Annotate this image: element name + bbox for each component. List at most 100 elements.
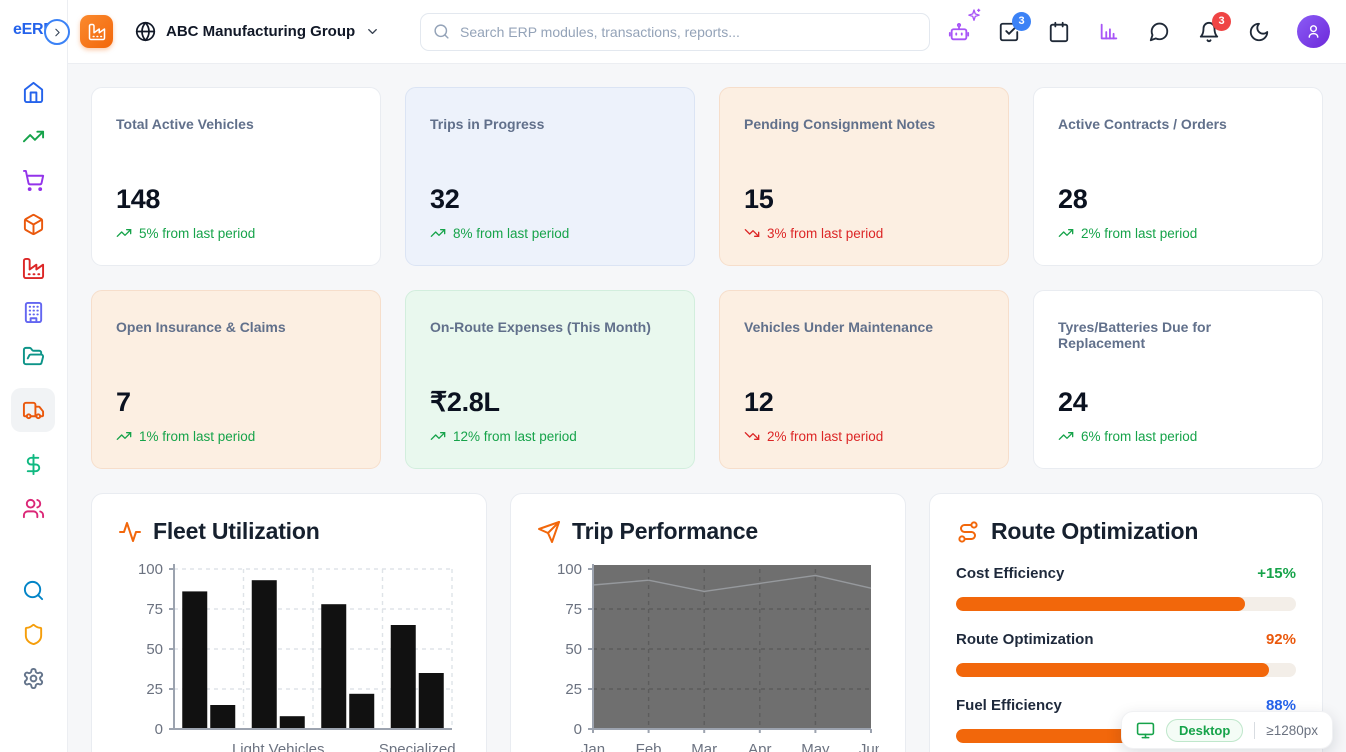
- svg-text:Jan: Jan: [581, 741, 605, 752]
- users-icon: [22, 498, 44, 518]
- route-optimization-card: Route Optimization Cost Efficiency +15% R…: [929, 493, 1323, 752]
- home-icon: [23, 81, 43, 103]
- stat-value: 12: [744, 387, 774, 417]
- shield-icon: [24, 623, 42, 645]
- stat-card-vehicles-under-maintenance[interactable]: Vehicles Under Maintenance 12 2% from la…: [719, 290, 1009, 469]
- device-label: Desktop: [1166, 718, 1244, 742]
- truck-icon: [22, 401, 44, 419]
- trip-performance-chart[interactable]: 0 25 50 75 100 Jan Feb Mar Apr May Jun: [537, 559, 883, 752]
- svg-text:May: May: [801, 741, 830, 752]
- search-icon: [434, 24, 449, 39]
- search-bar: [420, 12, 930, 51]
- sidebar-item-hr[interactable]: [11, 496, 55, 520]
- analytics-button[interactable]: [1097, 20, 1121, 44]
- stat-label: Total Active Vehicles: [116, 116, 254, 132]
- stats-grid: Total Active Vehicles 148 5% from last p…: [91, 87, 1323, 469]
- sidebar: eERP: [0, 0, 68, 752]
- building-icon: [24, 301, 42, 323]
- org-switcher[interactable]: ABC Manufacturing Group: [135, 21, 380, 42]
- metric-row-cost-efficiency: Cost Efficiency +15%: [956, 562, 1296, 611]
- sparkles-icon: [968, 8, 981, 21]
- search-icon: [23, 580, 43, 600]
- metric-label: Cost Efficiency: [956, 564, 1065, 582]
- viewport-breakpoint-badge: Desktop ≥1280px: [1121, 711, 1333, 749]
- monitor-icon: [1136, 722, 1155, 738]
- svg-text:0: 0: [574, 721, 582, 738]
- sidebar-item-search[interactable]: [11, 578, 55, 602]
- stat-card-on-route-expenses[interactable]: On-Route Expenses (This Month) ₹2.8L 12%…: [405, 290, 695, 469]
- theme-toggle-button[interactable]: [1247, 20, 1271, 44]
- calendar-button[interactable]: [1047, 20, 1071, 44]
- tasks-button[interactable]: 3: [997, 11, 1031, 44]
- svg-text:50: 50: [565, 641, 582, 658]
- sidebar-item-projects[interactable]: [11, 344, 55, 368]
- trend-icon: [1058, 428, 1074, 444]
- svg-text:Jun: Jun: [859, 741, 879, 752]
- stat-card-pending-consignment-notes[interactable]: Pending Consignment Notes 15 3% from las…: [719, 87, 1009, 266]
- charts-grid: Fleet Utilization 0 25 50 75 100 Light Vehicl…: [91, 493, 1323, 752]
- trend-icon: [430, 428, 446, 444]
- stat-card-active-contracts-orders[interactable]: Active Contracts / Orders 28 2% from las…: [1033, 87, 1323, 266]
- robot-icon: [948, 22, 970, 40]
- sidebar-item-manufacturing[interactable]: [11, 256, 55, 280]
- trend-icon: [744, 428, 760, 444]
- svg-text:75: 75: [565, 601, 582, 618]
- sidebar-item-security[interactable]: [11, 622, 55, 646]
- metric-value: 92%: [1265, 630, 1296, 648]
- trend-icon: [744, 225, 760, 241]
- ai-assistant-button[interactable]: [947, 8, 981, 44]
- svg-text:75: 75: [146, 601, 163, 618]
- stat-delta: 8% from last period: [430, 225, 569, 241]
- trend-icon: [116, 428, 132, 444]
- trending-up-icon: [22, 130, 44, 142]
- svg-text:Mar: Mar: [691, 741, 717, 752]
- gear-icon: [23, 667, 43, 689]
- progress-fill: [956, 597, 1245, 611]
- stat-card-tyres-batteries-due[interactable]: Tyres/Batteries Due for Replacement 24 6…: [1033, 290, 1323, 469]
- factory-logo-icon: [88, 23, 105, 40]
- topbar: ABC Manufacturing Group 3 3: [68, 0, 1346, 64]
- app-icon[interactable]: [80, 15, 113, 48]
- stat-value: 32: [430, 184, 460, 214]
- fleet-utilization-chart[interactable]: 0 25 50 75 100 Light Vehicles Specialized: [118, 559, 460, 752]
- factory-icon: [22, 257, 44, 279]
- svg-text:25: 25: [146, 681, 163, 698]
- stat-value: 15: [744, 184, 774, 214]
- route-optimization-title: Route Optimization: [956, 518, 1296, 545]
- stat-label: Trips in Progress: [430, 116, 545, 132]
- sidebar-item-settings[interactable]: [11, 666, 55, 690]
- notifications-button[interactable]: 3: [1197, 11, 1231, 44]
- sidebar-item-purchasing[interactable]: [11, 168, 55, 192]
- globe-icon: [135, 21, 156, 42]
- stat-card-total-active-vehicles[interactable]: Total Active Vehicles 148 5% from last p…: [91, 87, 381, 266]
- messages-button[interactable]: [1147, 20, 1171, 44]
- progress-track: [956, 597, 1296, 611]
- moon-icon: [1249, 22, 1269, 41]
- metric-value: 88%: [1265, 696, 1296, 714]
- bar-chart-icon: [1100, 23, 1118, 39]
- breakpoint-width: ≥1280px: [1266, 722, 1318, 738]
- progress-fill: [956, 663, 1269, 677]
- notifications-badge: 3: [1212, 11, 1231, 31]
- sidebar-item-inventory[interactable]: [11, 212, 55, 236]
- stat-delta: 5% from last period: [116, 225, 255, 241]
- progress-track: [956, 663, 1296, 677]
- search-input[interactable]: [460, 23, 917, 40]
- calendar-icon: [1049, 21, 1069, 42]
- chevron-right-icon: [54, 28, 60, 36]
- sidebar-item-sales-trends[interactable]: [11, 124, 55, 148]
- stat-value: 24: [1058, 387, 1088, 417]
- svg-text:100: 100: [557, 561, 582, 578]
- stat-card-open-insurance-claims[interactable]: Open Insurance & Claims 7 1% from last p…: [91, 290, 381, 469]
- user-avatar[interactable]: [1297, 15, 1330, 48]
- sidebar-item-home[interactable]: [11, 80, 55, 104]
- sidebar-item-company[interactable]: [11, 300, 55, 324]
- svg-text:100: 100: [138, 561, 163, 578]
- stat-value: 28: [1058, 184, 1088, 214]
- sidebar-item-fleet[interactable]: [11, 388, 55, 432]
- stat-value: 148: [116, 184, 161, 214]
- sidebar-item-finance[interactable]: [11, 452, 55, 476]
- send-icon: [538, 520, 560, 543]
- stat-card-trips-in-progress[interactable]: Trips in Progress 32 8% from last period: [405, 87, 695, 266]
- sidebar-toggle-button[interactable]: [44, 19, 70, 45]
